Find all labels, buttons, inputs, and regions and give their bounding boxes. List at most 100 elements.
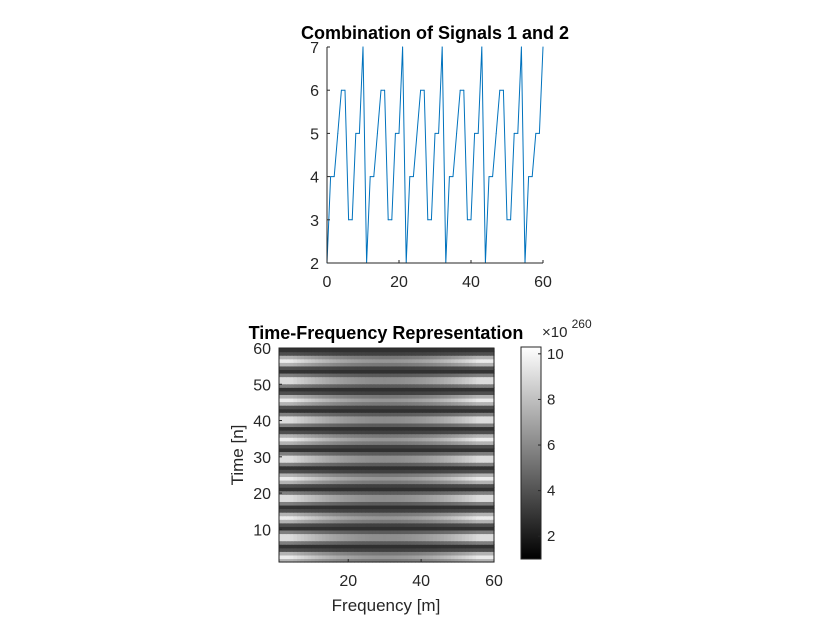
heatmap-cell — [372, 430, 377, 435]
heatmap-cell — [454, 476, 459, 481]
heatmap-cell — [365, 426, 370, 431]
heatmap-cell — [483, 558, 488, 563]
heatmap-cell — [408, 397, 413, 403]
heatmap-cell — [451, 533, 456, 538]
heatmap-cell — [347, 508, 352, 513]
heatmap-cell — [465, 348, 470, 353]
heatmap-cell — [368, 355, 373, 360]
heatmap-cell — [386, 465, 391, 470]
heatmap-cell — [436, 504, 441, 510]
heatmap-cell — [332, 529, 337, 535]
heatmap-cell — [461, 422, 466, 428]
heatmap-cell — [411, 422, 416, 428]
heatmap-cell — [379, 372, 384, 378]
data-point — [384, 89, 386, 91]
heatmap-cell — [486, 504, 492, 510]
heatmap-cell — [307, 508, 312, 513]
heatmap-cell — [325, 444, 330, 449]
heatmap-cell — [354, 476, 359, 481]
heatmap-cell — [368, 497, 373, 502]
heatmap-cell — [361, 519, 366, 524]
heatmap-cell — [289, 444, 294, 449]
heatmap-cell — [343, 408, 348, 413]
x-tick-label: 20 — [390, 274, 408, 291]
heatmap-cell — [443, 455, 449, 460]
heatmap-cell — [479, 476, 484, 481]
heatmap-cell — [322, 483, 327, 488]
heatmap-cell — [440, 401, 445, 406]
heatmap-cell — [336, 522, 341, 527]
heatmap-cell — [476, 433, 481, 438]
heatmap-cell — [343, 383, 348, 388]
heatmap-cell — [483, 522, 488, 527]
heatmap-cell — [296, 472, 302, 477]
heatmap-cell — [289, 405, 294, 410]
heatmap-cell — [314, 487, 320, 492]
heatmap-cell — [411, 362, 416, 367]
heatmap-cell — [461, 408, 466, 413]
heatmap-cell — [472, 465, 477, 470]
heatmap-cell — [325, 487, 330, 492]
heatmap-cell — [415, 540, 420, 545]
heatmap-cell — [429, 469, 434, 474]
heatmap-cell — [343, 412, 348, 417]
heatmap-cell — [400, 462, 406, 467]
heatmap-cell — [454, 465, 459, 470]
data-point — [340, 89, 342, 91]
heatmap-cell — [282, 483, 287, 488]
heatmap-cell — [415, 380, 420, 385]
heatmap-cell — [339, 465, 345, 470]
heatmap-cell — [329, 447, 334, 453]
heatmap-cell — [339, 522, 345, 527]
heatmap-cell — [368, 444, 373, 449]
heatmap-cell — [379, 405, 384, 410]
heatmap-cell — [483, 462, 488, 467]
heatmap-cell — [440, 362, 445, 367]
heatmap-cell — [422, 487, 427, 492]
heatmap-cell — [282, 433, 287, 438]
heatmap-cell — [332, 469, 337, 474]
heatmap-cell — [343, 362, 348, 367]
heatmap-cell — [296, 476, 302, 481]
heatmap-cell — [304, 533, 309, 538]
heatmap-cell — [336, 490, 341, 495]
heatmap-cell — [440, 412, 445, 417]
heatmap-cell — [357, 422, 363, 428]
heatmap-cell — [379, 469, 384, 474]
heatmap-cell — [354, 408, 359, 413]
heatmap-cell — [433, 469, 438, 474]
heatmap-cell — [304, 390, 309, 395]
heatmap-cell — [293, 447, 298, 453]
heatmap-cell — [429, 444, 434, 449]
heatmap-cell — [300, 504, 305, 510]
heatmap-cell — [379, 376, 384, 381]
heatmap-cell — [347, 515, 352, 520]
heatmap-cell — [436, 412, 441, 417]
heatmap-cell — [451, 458, 456, 463]
heatmap-cell — [307, 422, 312, 428]
heatmap-cell — [318, 501, 323, 506]
heatmap-cell — [375, 483, 380, 488]
heatmap-cell — [400, 444, 406, 449]
heatmap-cell — [332, 490, 337, 495]
heatmap-cell — [447, 422, 452, 428]
heatmap-cell — [486, 529, 492, 535]
heatmap-cell — [418, 397, 423, 403]
heatmap-cell — [343, 380, 348, 385]
heatmap-cell — [461, 547, 466, 552]
heatmap-cell — [400, 554, 406, 560]
heatmap-cell — [314, 387, 320, 392]
heatmap-cell — [486, 501, 492, 506]
data-point — [333, 176, 335, 178]
heatmap-cell — [329, 422, 334, 428]
heatmap-cell — [307, 437, 312, 442]
heatmap-cell — [386, 401, 391, 406]
heatmap-cell — [436, 483, 441, 488]
heatmap-cell — [443, 558, 449, 563]
heatmap-cell — [375, 415, 380, 420]
heatmap-cell — [293, 508, 298, 513]
heatmap-cell — [311, 348, 316, 353]
heatmap-cell — [361, 497, 366, 502]
heatmap-cell — [322, 426, 327, 431]
heatmap-cell — [454, 554, 459, 560]
